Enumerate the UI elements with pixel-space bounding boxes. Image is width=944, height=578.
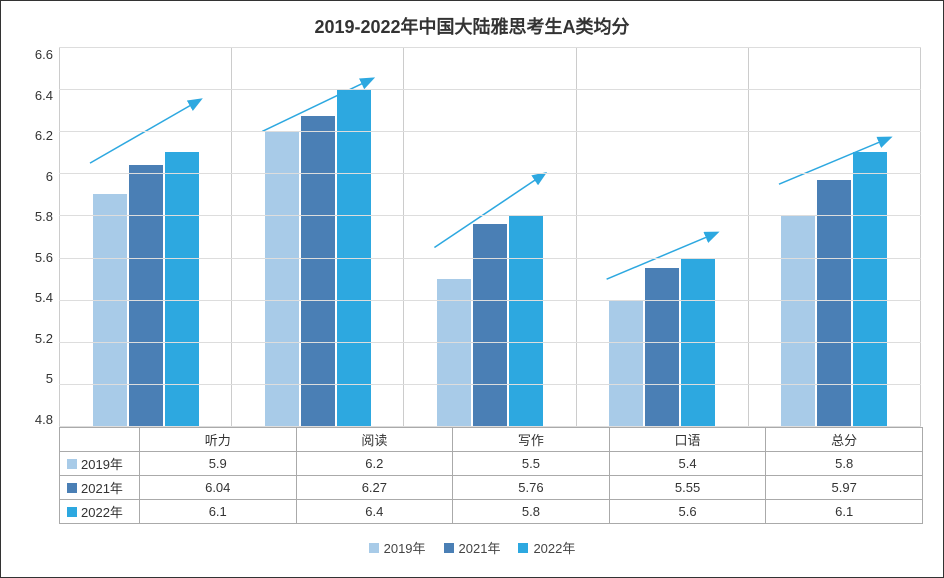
- y-tick-label: 5.4: [19, 290, 53, 305]
- y-axis: 6.6 6.4 6.2 6 5.8 5.6 5.4 5.2 5 4.8: [19, 47, 59, 427]
- trend-arrow: [434, 174, 544, 248]
- legend-swatch: [67, 483, 77, 493]
- gridline: [59, 89, 921, 90]
- legend-text: 2021年: [81, 478, 123, 497]
- table-cell: 5.5: [453, 452, 610, 476]
- y-tick-label: 6: [19, 169, 53, 184]
- table-category-header: 阅读: [296, 428, 453, 452]
- legend-text: 2022年: [81, 502, 123, 521]
- table-category-header: 写作: [453, 428, 610, 452]
- y-tick-label: 5.6: [19, 250, 53, 265]
- chart-title: 2019-2022年中国大陆雅思考生A类均分: [1, 1, 943, 47]
- gridline: [59, 173, 921, 174]
- chart-container: 2019-2022年中国大陆雅思考生A类均分 6.66.46.265.85.65…: [0, 0, 944, 578]
- legend: 2019年 2021年 2022年: [1, 538, 943, 557]
- trend-arrow: [607, 233, 717, 279]
- legend-swatch: [444, 543, 454, 553]
- legend-swatch: [369, 543, 379, 553]
- table-category-header: 听力: [139, 428, 296, 452]
- table-cell: 6.1: [766, 500, 923, 524]
- gridline: [59, 131, 921, 132]
- table-category-header: 口语: [609, 428, 766, 452]
- table-cell: 5.76: [453, 476, 610, 500]
- gridline: [59, 258, 921, 259]
- y-tick-label: 4.8: [19, 412, 53, 427]
- data-table: 听力阅读写作口语总分2019年5.96.25.55.45.82021年6.046…: [59, 427, 923, 524]
- table-series-label: 2019年: [60, 452, 140, 476]
- gridline: [59, 215, 921, 216]
- table-series-label: 2021年: [60, 476, 140, 500]
- table-cell: 5.4: [609, 452, 766, 476]
- y-tick-label: 5: [19, 371, 53, 386]
- gridline: [59, 426, 921, 427]
- table-cell: 5.8: [453, 500, 610, 524]
- y-tick-label: 5.2: [19, 331, 53, 346]
- table-cell: 6.1: [139, 500, 296, 524]
- gridline: [59, 342, 921, 343]
- gridline: [59, 384, 921, 385]
- legend-swatch: [67, 459, 77, 469]
- y-tick-label: 5.8: [19, 209, 53, 224]
- plot-area: [59, 47, 921, 427]
- table-cell: 5.8: [766, 452, 923, 476]
- table-category-header: 总分: [766, 428, 923, 452]
- table-cell: 5.6: [609, 500, 766, 524]
- trend-arrows: [59, 47, 921, 426]
- legend-label: 2022年: [533, 538, 575, 557]
- gridline: [59, 300, 921, 301]
- legend-label: 2019年: [384, 538, 426, 557]
- legend-item: 2021年: [444, 538, 501, 557]
- legend-label: 2021年: [459, 538, 501, 557]
- trend-arrow: [779, 138, 890, 184]
- legend-text: 2019年: [81, 454, 123, 473]
- table-blank-cell: [60, 428, 140, 452]
- trend-arrow: [262, 79, 372, 132]
- table-cell: 5.9: [139, 452, 296, 476]
- gridline: [59, 47, 921, 48]
- table-cell: 5.55: [609, 476, 766, 500]
- table-cell: 6.04: [139, 476, 296, 500]
- table-cell: 6.4: [296, 500, 453, 524]
- plot-row: 6.6 6.4 6.2 6 5.8 5.6 5.4 5.2 5 4.8: [1, 47, 943, 427]
- y-tick-label: 6.6: [19, 47, 53, 62]
- table-series-label: 2022年: [60, 500, 140, 524]
- legend-swatch: [518, 543, 528, 553]
- legend-item: 2022年: [518, 538, 575, 557]
- table-cell: 5.97: [766, 476, 923, 500]
- y-tick-label: 6.2: [19, 128, 53, 143]
- table-cell: 6.2: [296, 452, 453, 476]
- legend-swatch: [67, 507, 77, 517]
- y-tick-label: 6.4: [19, 88, 53, 103]
- legend-item: 2019年: [369, 538, 426, 557]
- table-cell: 6.27: [296, 476, 453, 500]
